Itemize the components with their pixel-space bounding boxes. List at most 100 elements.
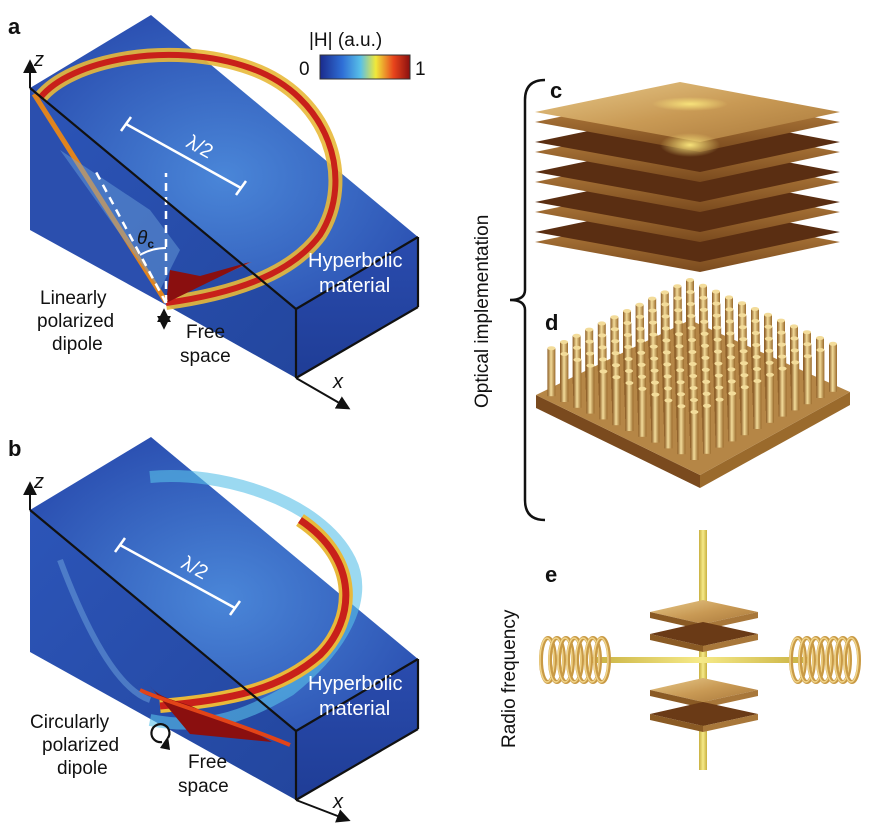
nanorod-top <box>764 312 772 317</box>
nanorod-top <box>725 307 734 312</box>
nanorod-top <box>610 327 619 332</box>
panel-b-letter: b <box>8 436 21 461</box>
panel-a-dipole-line3: dipole <box>52 334 103 355</box>
nanorod-top <box>611 351 620 356</box>
coil-highlight <box>557 637 573 683</box>
nanorod-top <box>599 369 608 374</box>
nanorod-top <box>597 321 606 326</box>
panel-a-front-face <box>30 88 296 378</box>
nanorod-top <box>712 301 721 306</box>
nanorod-top <box>699 295 708 300</box>
panel-b-box-edges <box>29 509 420 801</box>
nanorod-top <box>625 381 634 385</box>
nanorod-top <box>727 367 736 372</box>
nanorod-top <box>637 350 646 355</box>
coil-highlight <box>575 637 591 683</box>
radio-frequency-label: Radio frequency <box>499 609 520 748</box>
nanorod <box>703 405 711 454</box>
nanorod-top <box>612 363 620 368</box>
nanorod-top <box>623 333 632 337</box>
panel-a-dipole-line1: Linearly <box>40 288 107 309</box>
panel-a-space-line1: Free <box>186 322 225 343</box>
panel-e-left-coil <box>539 636 611 684</box>
coil-highlight <box>548 637 564 683</box>
nanorod-top <box>638 374 646 379</box>
nanorod-top <box>764 336 773 341</box>
nanorod-top <box>790 324 798 329</box>
nanorod-top <box>766 372 774 377</box>
panel-e-right-coil <box>789 636 861 684</box>
panel-b-side-face <box>296 659 418 800</box>
panel-a-cone-lightblue <box>60 150 180 290</box>
nanorod-top <box>677 392 685 397</box>
nanorod-top <box>585 339 594 344</box>
nanorod-top <box>726 331 735 336</box>
nanorod-top <box>572 333 581 338</box>
nanorod-top <box>573 357 582 362</box>
nanorod <box>677 406 686 455</box>
nanorod-top <box>725 319 734 324</box>
colorbar-max: 1 <box>415 59 426 80</box>
nanorod <box>791 362 800 411</box>
nanorod-top <box>547 346 556 351</box>
nanorod <box>560 354 569 402</box>
nanorod-top <box>687 314 696 318</box>
nanorod <box>803 356 812 405</box>
coil-highlight <box>843 637 859 683</box>
panel-b-field-ring-core <box>159 517 350 710</box>
nanorod-top <box>674 308 683 313</box>
nanorod-top <box>816 348 825 352</box>
nanorod-top <box>690 410 699 414</box>
panel-a-dipole-line2: polarized <box>37 311 114 332</box>
nanorod <box>728 393 737 442</box>
colorbar-title: |H| (a.u.) <box>309 30 382 51</box>
nanorod-top <box>661 314 670 319</box>
nanorod-top <box>713 337 722 342</box>
nanorod-top <box>638 386 647 391</box>
panel-d-base-side-right <box>700 392 850 488</box>
nanorod-top <box>612 375 621 380</box>
panel-e-rf-structure: e <box>539 530 861 770</box>
nanorod-top <box>714 373 723 378</box>
nanorod-top <box>753 367 761 371</box>
panel-a-lambda-scalebar <box>119 116 248 196</box>
nanorod-top <box>664 386 672 391</box>
nanorod-top <box>700 331 709 336</box>
nanorod-top <box>624 345 633 349</box>
nanorod-top <box>790 336 799 341</box>
nanorod <box>625 383 634 431</box>
panel-a-box-edges <box>29 87 420 379</box>
nanorod-top <box>726 343 735 348</box>
nanorod-top <box>689 374 698 378</box>
nanorod-top <box>635 302 644 307</box>
panel-a-x-label: x <box>332 371 344 393</box>
panel-d-letter: d <box>545 310 558 335</box>
panel-a-angle-arc <box>139 247 167 256</box>
nanorod <box>715 399 724 448</box>
nanorod <box>816 350 825 398</box>
nanorod-top <box>739 349 748 354</box>
nanorod-top <box>673 284 682 289</box>
nanorod-top <box>586 351 594 356</box>
nanorod-top <box>764 324 773 329</box>
nanorod-top <box>702 379 711 384</box>
nanorod-top <box>699 307 708 312</box>
nanorod-top <box>740 373 749 378</box>
nanorod-top <box>699 283 707 288</box>
panel-b-space-line1: Free <box>188 752 227 773</box>
coil-highlight <box>807 637 823 683</box>
panel-b-dipole-line1: Circularly <box>30 712 110 733</box>
panel-b: b λ/2 z x <box>8 436 420 823</box>
nanorod-top <box>662 338 671 343</box>
coil-highlight <box>825 637 841 683</box>
nanorod-top <box>676 380 685 385</box>
nanorod-top <box>586 363 595 368</box>
panel-b-field-tail-edge <box>139 688 291 747</box>
nanorod-top <box>664 398 673 403</box>
panel-e-top-plate-2 <box>650 622 758 646</box>
coil-highlight <box>539 637 555 683</box>
nanorod-top <box>803 354 812 359</box>
nanorod-top <box>676 368 685 373</box>
colorbar-gradient <box>319 54 411 80</box>
nanorod-top <box>610 315 619 320</box>
